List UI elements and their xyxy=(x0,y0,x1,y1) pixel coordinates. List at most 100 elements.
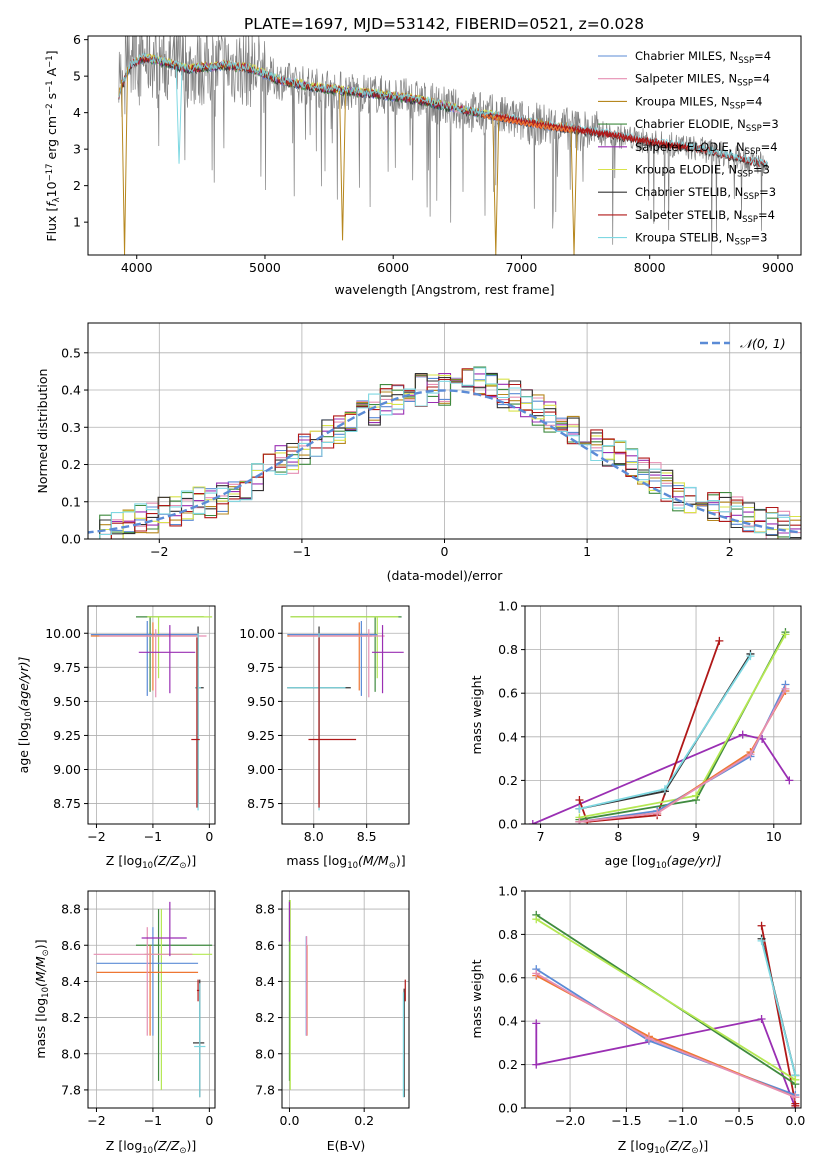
mass-weight-marker xyxy=(532,915,541,924)
mass-weight-line xyxy=(532,733,791,824)
mass-weight-marker xyxy=(781,684,790,693)
histogram-kroupa-stelib xyxy=(88,367,801,539)
y-tick-label: 8.0 xyxy=(255,1046,275,1061)
mass-weight-marker xyxy=(715,636,724,645)
mw-age-ylabel: mass weight xyxy=(469,675,484,754)
mass-weight-line xyxy=(535,918,796,1081)
y-tick-label: 0.1 xyxy=(61,494,81,509)
y-tick-label: 8.0 xyxy=(61,1046,81,1061)
x-tick-label: −2 xyxy=(150,544,168,559)
mass-weight-marker xyxy=(757,1015,766,1024)
y-tick-label: 8.4 xyxy=(61,974,81,989)
plot-massweight_vs_Z: −2.0 −1.5 −1.0 −0.5 0.0 0.0 0.2 0.4 0.6 0.8 1.0 Z [… xyxy=(469,884,805,1156)
x-tick-label: 8.0 xyxy=(304,829,324,844)
y-tick-label: 9.25 xyxy=(247,728,275,743)
y-tick-label: 0.4 xyxy=(498,1014,518,1029)
y-tick-label: 9.75 xyxy=(247,660,275,675)
mass-weight-line xyxy=(760,940,797,1076)
mass-weight-marker xyxy=(660,785,669,794)
age-mass-xlabel: mass [log10(M/M⊙)] xyxy=(286,853,405,871)
y-tick-label: 0.3 xyxy=(61,420,81,435)
y-tick-label: 0.4 xyxy=(61,383,81,398)
y-tick-label: 1 xyxy=(73,215,81,230)
x-tick-label: −0.5 xyxy=(724,1113,754,1128)
age-ylabel: age [log10(age/yr)] xyxy=(16,657,34,774)
x-tick-label: 8.5 xyxy=(357,829,377,844)
y-tick-label: 0.8 xyxy=(498,642,518,657)
plot-area-massweight_vs_age xyxy=(525,606,801,824)
legend-label: Kroupa ELODIE, NSSP=3 xyxy=(635,163,770,180)
plot-area-massweight_vs_Z xyxy=(525,891,801,1108)
y-tick-label: 8.8 xyxy=(255,902,275,917)
y-tick-label: 10.00 xyxy=(45,626,81,641)
legend-label: Salpeter ELODIE, NSSP=4 xyxy=(635,140,778,157)
mw-z-ylabel: mass weight xyxy=(469,959,484,1038)
x-tick-label: 1 xyxy=(583,544,591,559)
x-tick-label: 4000 xyxy=(121,260,153,275)
y-tick-label: 5 xyxy=(73,69,81,84)
spectrum-dip xyxy=(492,116,500,255)
y-tick-label: 8.75 xyxy=(247,796,275,811)
y-tick-label: 0.5 xyxy=(61,345,81,360)
y-tick-label: 0.2 xyxy=(498,1057,518,1072)
y-tick-label: 7.8 xyxy=(255,1082,275,1097)
y-tick-label: 0.0 xyxy=(498,1101,518,1116)
plot-mass_vs_EBV: 0.0 0.2 7.8 8.0 8.2 8.4 8.6 8.8 E(B-V) xyxy=(255,890,410,1153)
x-tick-label: −2 xyxy=(87,1113,105,1128)
y-tick-label: 8.6 xyxy=(61,938,81,953)
y-tick-label: 3 xyxy=(73,142,81,157)
plot-spectrum: 4000 5000 6000 7000 8000 9000 1 2 3 4 5 6 Flux [fλ10… xyxy=(44,32,802,297)
x-tick-label: −1 xyxy=(144,829,162,844)
x-tick-label: 9000 xyxy=(762,260,794,275)
mass-weight-marker xyxy=(791,1101,800,1108)
x-tick-label: −2 xyxy=(87,829,105,844)
mass-weight-marker xyxy=(791,1093,800,1102)
y-tick-label: 9.50 xyxy=(53,694,81,709)
y-tick-label: 10.00 xyxy=(239,626,275,641)
legend-label: Chabrier ELODIE, NSSP=3 xyxy=(635,117,779,134)
plot-area-mass_vs_Z xyxy=(88,891,215,1108)
y-tick-label: 9.00 xyxy=(247,762,275,777)
x-tick-label: −1 xyxy=(144,1113,162,1128)
mass-weight-line xyxy=(579,688,787,823)
axes-frame xyxy=(524,605,802,825)
legend-label: Salpeter STELIB, NSSP=4 xyxy=(635,208,775,225)
plot-age_vs_mass: 8.0 8.5 8.75 9.00 9.25 9.50 9.75 10.00 mass [log… xyxy=(239,605,410,871)
y-tick-label: 0.6 xyxy=(498,970,518,985)
residuals-xlabel: (data-model)/error xyxy=(387,568,504,583)
axes-frame xyxy=(87,35,802,256)
legend-label: Salpeter MILES, NSSP=4 xyxy=(635,72,770,89)
y-tick-label: 1.0 xyxy=(498,884,518,899)
mw-age-xlabel: age [log10(age/yr)] xyxy=(605,853,722,871)
x-tick-label: 0.0 xyxy=(785,1113,805,1128)
residuals-ylabel: Normed distribution xyxy=(35,369,50,494)
mass-weight-marker xyxy=(738,730,747,739)
x-tick-label: −1 xyxy=(293,544,311,559)
mass-weight-marker xyxy=(532,1060,541,1069)
axes-frame xyxy=(281,605,410,825)
legend-label: Chabrier STELIB, NSSP=3 xyxy=(635,185,776,202)
axes-frame xyxy=(87,605,216,825)
axes-frame xyxy=(524,890,802,1109)
mass-weight-marker xyxy=(575,817,584,824)
mass-ylabel: mass [log10(M/M⊙)] xyxy=(33,939,51,1058)
mass-weight-marker xyxy=(532,1019,541,1028)
mass-weight-marker xyxy=(791,1075,800,1084)
y-tick-label: 2 xyxy=(73,178,81,193)
spectrum-xlabel: wavelength [Angstrom, rest frame] xyxy=(334,282,554,297)
plot-massweight_vs_age: 7 8 9 10 0.0 0.2 0.4 0.6 0.8 1.0 age [log10(age/yr… xyxy=(469,599,802,871)
y-tick-label: 0.2 xyxy=(498,773,518,788)
y-tick-label: 9.25 xyxy=(53,728,81,743)
mw-z-xlabel: Z [log10(Z/Z⊙)] xyxy=(618,1138,708,1156)
y-tick-label: 8.6 xyxy=(255,938,275,953)
y-tick-label: 8.2 xyxy=(61,1010,81,1025)
spectrum-dip xyxy=(175,66,183,164)
mass-weight-marker xyxy=(785,776,794,785)
mass-weight-marker xyxy=(575,796,584,805)
x-tick-label: −2.0 xyxy=(555,1113,585,1128)
mass-weight-marker xyxy=(575,804,584,813)
y-tick-label: 8.8 xyxy=(61,902,81,917)
y-tick-label: 0.0 xyxy=(61,532,81,547)
